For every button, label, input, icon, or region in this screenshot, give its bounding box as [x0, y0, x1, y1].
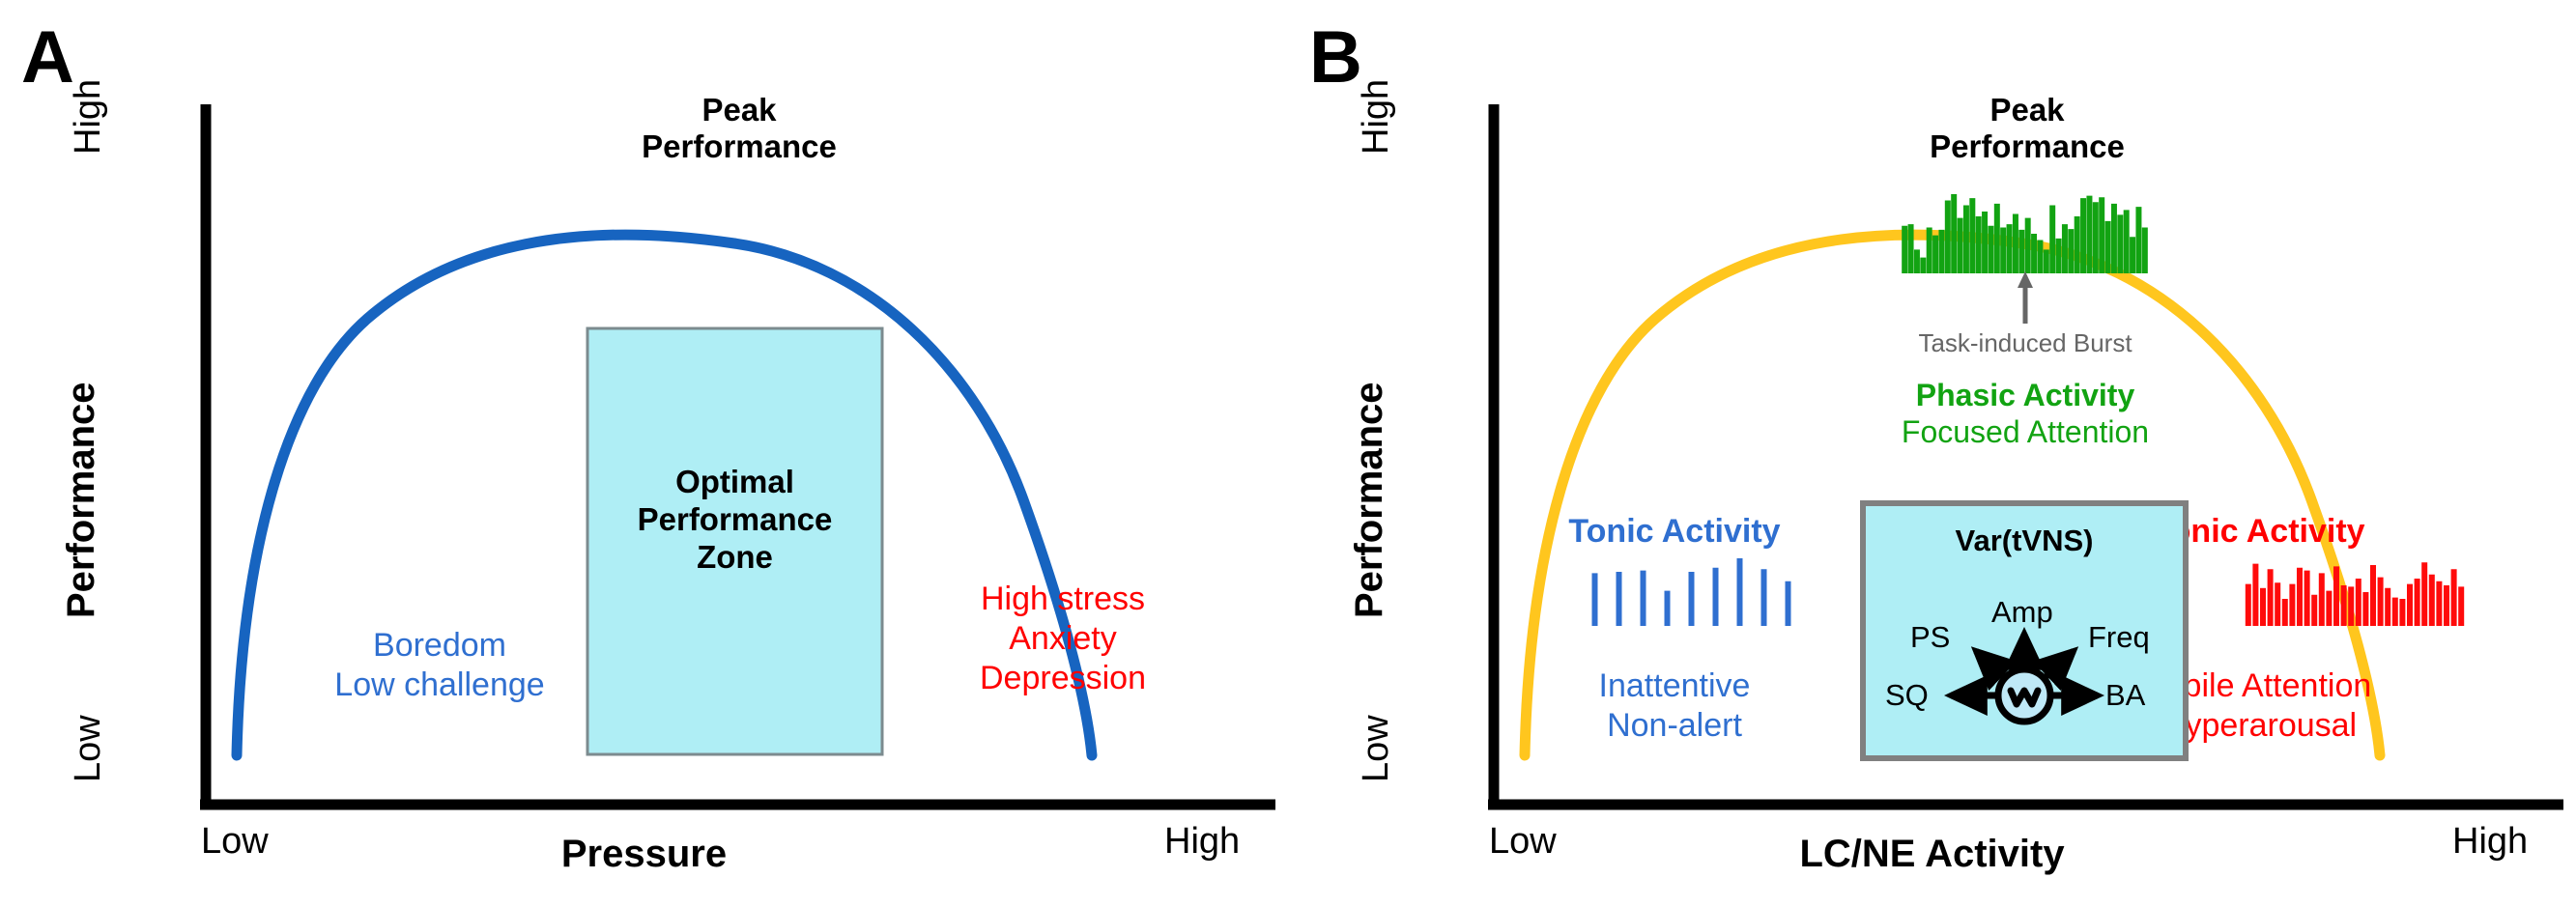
tonic-low-note: Inattentive Non-alert: [1530, 666, 1819, 746]
vns-node-sq: SQ: [1885, 678, 1929, 712]
peak-performance-label-a: Peak Performance: [580, 92, 899, 165]
stress-line-2: Anxiety: [1009, 619, 1117, 657]
stress-line-3: Depression: [980, 659, 1146, 696]
tonic-low-line-1: Inattentive: [1598, 667, 1751, 704]
panel-b-plot: [1488, 104, 2563, 810]
zone-line-2: Performance: [637, 500, 833, 537]
vns-node-ps: PS: [1910, 620, 1951, 654]
panel-a: A High Performance Low Low Pressure High…: [21, 16, 1275, 875]
optimal-zone-label: Optimal Performance Zone: [587, 464, 882, 577]
vns-arrows-diagram: [1944, 627, 2104, 725]
vns-node-ba: BA: [2105, 678, 2146, 712]
x-axis-label-b: LC/NE Activity: [1799, 833, 2065, 875]
tonic-low-spike-train: [1591, 558, 1791, 626]
peak-line-1: Peak: [1989, 92, 2065, 128]
burst-arrow-icon: [2018, 271, 2033, 324]
vns-box-title: Var(tVNS): [1955, 524, 2094, 557]
panel-b: B High Performance Low Low LC/NE Activ: [1288, 0, 2576, 907]
x-tick-low-a: Low: [201, 821, 269, 862]
zone-line-1: Optimal: [675, 464, 794, 499]
peak-line-2: Performance: [642, 128, 837, 164]
vns-box: Var(tVNS) Amp PS Freq SQ: [1860, 500, 2189, 761]
y-tick-high-a: High: [68, 78, 108, 155]
phasic-line-2: Focused Attention: [1901, 414, 2150, 450]
x-tick-high-a: High: [1164, 821, 1241, 862]
vns-node-freq: Freq: [2088, 620, 2150, 654]
peak-line-1: Peak: [701, 92, 777, 128]
tonic-high-spike-train: [2245, 562, 2465, 626]
boredom-line-2: Low challenge: [334, 666, 545, 703]
panel-b-letter: B: [1309, 16, 1362, 99]
vns-node-amp: Amp: [1991, 595, 2053, 629]
peak-performance-label-b: Peak Performance: [1868, 92, 2187, 165]
tonic-low-line-2: Non-alert: [1607, 706, 1742, 744]
y-axis-label-b: Performance: [1348, 382, 1390, 618]
stress-note: High stress Anxiety Depression: [923, 580, 1203, 697]
y-tick-high-b: High: [1356, 78, 1396, 155]
boredom-line-1: Boredom: [373, 627, 506, 664]
optimal-zone-rect: [586, 326, 884, 756]
tonic-high-line-2: Hyperarousal: [2161, 706, 2358, 744]
peak-line-2: Performance: [1930, 128, 2125, 164]
x-axis-label-a: Pressure: [560, 833, 728, 875]
zone-line-3: Zone: [697, 538, 773, 575]
burst-annotation: Task-induced Burst: [1918, 328, 2132, 357]
stress-line-1: High stress: [980, 581, 1146, 617]
performance-curve-a: [231, 229, 1098, 761]
panel-a-plot: [200, 104, 1275, 810]
x-tick-low-b: Low: [1489, 821, 1557, 862]
y-tick-low-b: Low: [1356, 715, 1396, 782]
boredom-note: Boredom Low challenge: [285, 626, 594, 705]
y-tick-low-a: Low: [68, 715, 108, 782]
tonic-low-title: Tonic Activity: [1568, 513, 1781, 550]
panel-a-letter: A: [21, 16, 74, 99]
x-tick-high-b: High: [2452, 821, 2529, 862]
phasic-spike-train: [1902, 194, 2148, 273]
y-axis-label-a: Performance: [60, 382, 102, 618]
phasic-line-1: Phasic Activity: [1915, 378, 2135, 412]
phasic-label-group: Phasic Activity Focused Attention: [1846, 377, 2204, 451]
